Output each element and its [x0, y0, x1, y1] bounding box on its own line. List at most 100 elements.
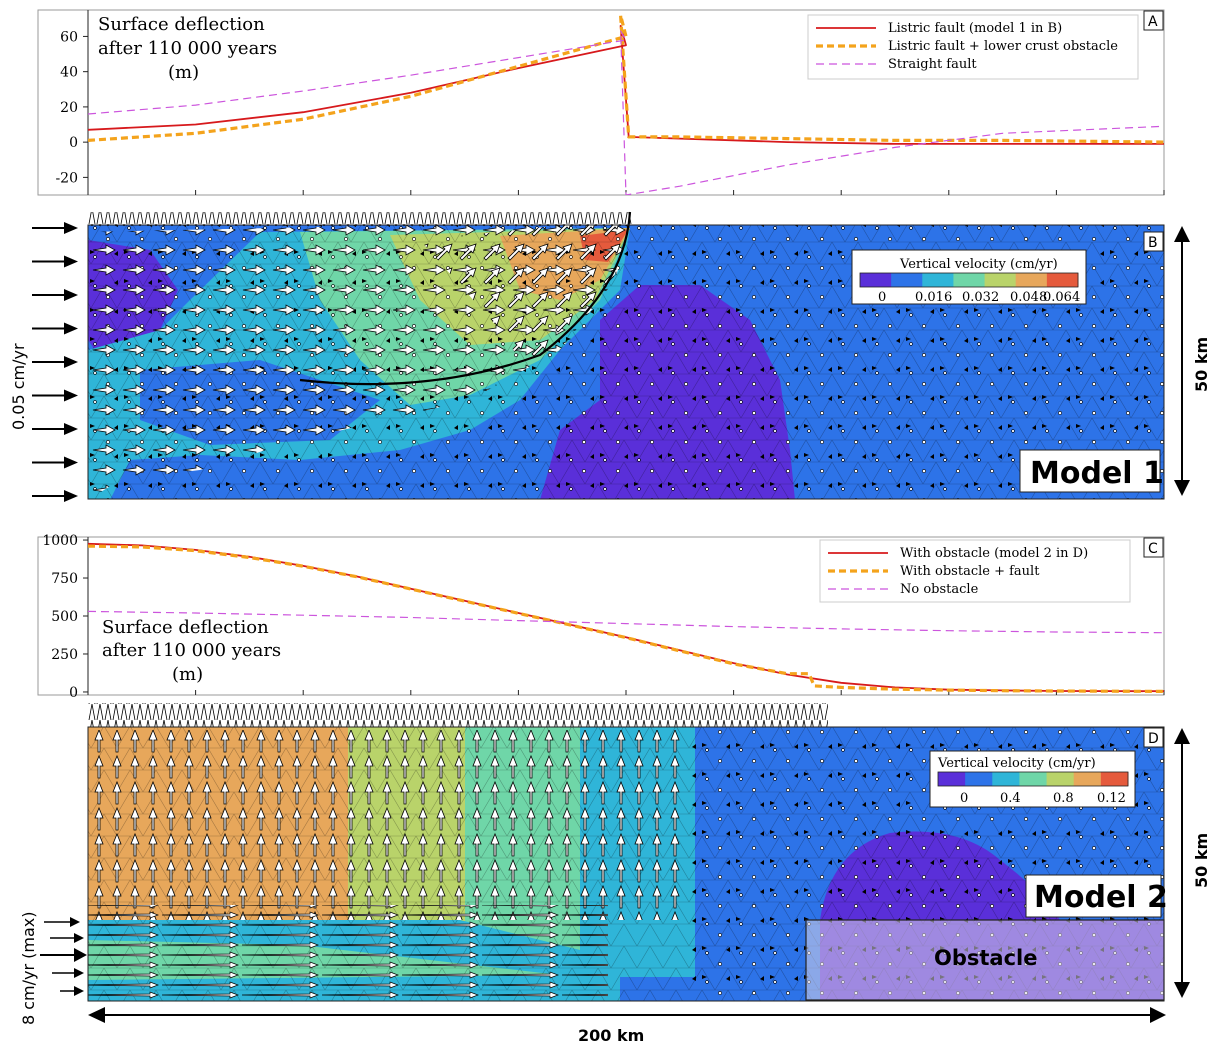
panel-a-series — [88, 13, 1164, 195]
panel-a-y-tick-label-1: 0 — [69, 135, 78, 151]
panel-c-y-tick-label-2: 500 — [51, 609, 78, 625]
panel-c: 0 250 500 750 1000 Surface deflection after … — [37, 533, 1165, 701]
panel-c-letter-box — [1143, 537, 1164, 558]
panel-b-colorbar-title: Vertical velocity (cm/yr) — [899, 257, 1058, 272]
panel-b-input-arrow-head-2 — [64, 289, 78, 301]
panel-d-colorbar-outline — [937, 771, 1129, 787]
panel-a-legend-label-0: Listric fault (model 1 in B) — [888, 21, 1062, 36]
panel-b-letter: B — [1148, 235, 1158, 251]
panel-c-legend-label-1: With obstacle + fault — [900, 564, 1040, 579]
panel-d-colorbar-swatch-3 — [1019, 772, 1048, 786]
panel-b-input-arrow-head-4 — [64, 356, 78, 368]
panel-b-letter-box — [1143, 231, 1164, 252]
panel-d-model-label-box — [1025, 874, 1162, 918]
panel-b-frame — [87, 224, 1165, 500]
panel-d-width-scale — [88, 1007, 1166, 1023]
panel-a-y-tick-label-2: 20 — [60, 100, 78, 116]
panel-a-series-line-1 — [88, 13, 1164, 144]
panel-b-model-label: Model 1 — [1030, 456, 1164, 491]
panel-d-top-spikes — [88, 703, 828, 727]
panel-c-legend-label-2: No obstacle — [900, 582, 979, 597]
panel-b-model-label-box — [1019, 449, 1161, 493]
panel-d-depth-scale — [1174, 728, 1190, 998]
panel-b-colorbar-tick-4: 0.064 — [1043, 290, 1080, 305]
panel-d-bottom-scale: 200 km — [578, 1026, 644, 1045]
panel-a-y-tick-label-0: -20 — [55, 170, 78, 186]
panel-b-colorbar-swatch-3 — [953, 273, 986, 287]
panel-b-colorbar-tick-1: 0.016 — [915, 290, 952, 305]
panel-b-colorbar-swatch-0 — [860, 273, 892, 287]
panel-b-input-arrow-head-1 — [64, 255, 78, 268]
panel-d-colorbar-swatch-4 — [1046, 772, 1075, 786]
panel-c-annotation-line-3: (m) — [172, 664, 203, 685]
panel-a: -20 0 20 40 60 Surface deflection after 110 … — [37, 9, 1165, 196]
panel-d-frame — [87, 726, 1165, 1002]
panel-b-colorbar-swatch-1 — [891, 273, 923, 287]
panel-d-colorbar-tick-1: 0.4 — [1000, 791, 1021, 806]
panel-a-annotation-line-3: (m) — [168, 62, 199, 83]
panel-d-colorbar-swatches — [937, 771, 1129, 787]
panel-d-model-label: Model 2 — [1034, 880, 1168, 915]
panel-c-y-tick-label-0: 0 — [69, 685, 78, 701]
panel-d-colorbar-swatch-0 — [938, 772, 966, 786]
panel-d: Obstacle D Vertical velocity (cm/yr) 0 0… — [19, 703, 1211, 1045]
panel-d-colorbar-swatch-5 — [1073, 772, 1102, 786]
panel-d-obstacle-label: Obstacle — [934, 946, 1037, 970]
panel-c-letter: C — [1148, 541, 1158, 557]
panel-a-legend-label-2: Straight fault — [888, 57, 977, 72]
panel-b-colorbar-outline — [859, 272, 1079, 288]
panel-d-long-arrows — [88, 905, 608, 1000]
panel-b-fault-trace — [299, 211, 632, 386]
panel-d-letter-box — [1143, 727, 1164, 748]
panel-b-colorbar-swatch-5 — [1015, 273, 1048, 287]
panel-c-y-tick-label-4: 1000 — [42, 533, 78, 549]
panel-b-input-arrow-head-3 — [64, 322, 78, 335]
panel-c-annotation-line-1: Surface deflection — [102, 617, 269, 638]
panel-c-series — [88, 542, 1164, 694]
panel-d-right-scale: 50 km — [1192, 833, 1211, 888]
panel-b-colorbar-swatch-2 — [922, 273, 954, 287]
panel-a-letter: A — [1148, 14, 1158, 30]
panel-d-colorbar-tick-0: 0 — [960, 791, 968, 806]
panel-d-input-arrows — [40, 917, 87, 996]
panel-c-y-ticks: 0 250 500 750 1000 — [42, 533, 88, 701]
panel-a-legend-label-1: Listric fault + lower crust obstacle — [888, 39, 1118, 54]
panel-c-series-line-2 — [88, 610, 1164, 634]
panel-d-colorbar-title: Vertical velocity (cm/yr) — [937, 756, 1096, 771]
panel-d-colorbar-tick-3: 0.12 — [1097, 791, 1126, 806]
panel-c-legend-label-0: With obstacle (model 2 in D) — [900, 546, 1088, 561]
panel-c-y-tick-label-1: 250 — [51, 647, 78, 663]
panel-d-letter: D — [1148, 731, 1159, 747]
panel-b-input-arrow-head-0 — [64, 222, 78, 234]
panel-c-legend-box — [819, 539, 1131, 603]
panel-b-input-arrow-head-8 — [64, 490, 78, 502]
panel-a-series-line-0 — [88, 24, 1164, 145]
panel-a-letter-box — [1143, 10, 1164, 31]
panel-d-colorbar: Vertical velocity (cm/yr) 0 0.4 0.8 0.12 — [929, 750, 1136, 808]
panel-d-obstacle-box — [805, 919, 1165, 1001]
panel-a-annotation-line-2: after 110 000 years — [98, 38, 277, 59]
panel-d-left-scale: 8 cm/yr (max) — [19, 911, 38, 1025]
panel-c-series-line-1 — [88, 544, 1164, 694]
panel-b-colorbar-swatches — [859, 272, 1079, 288]
panel-b-colorbar-tick-2: 0.032 — [962, 290, 999, 305]
panel-a-annotation-line-1: Surface deflection — [98, 14, 265, 35]
panel-a-series-line-2 — [88, 30, 1164, 195]
panel-b-fault-arrows — [420, 225, 630, 360]
panel-d-colorbar-swatch-1 — [965, 772, 993, 786]
panel-c-annotation-line-2: after 110 000 years — [102, 640, 281, 661]
panel-d-colorbar-swatch-6 — [1100, 772, 1129, 786]
panel-d-colorbar-tick-2: 0.8 — [1053, 791, 1074, 806]
panel-b-depth-scale — [1174, 226, 1190, 496]
panel-b: B Vertical velocity (cm/yr) 0 0.016 0.03… — [9, 211, 1211, 502]
panel-a-x-ticks — [87, 190, 1165, 195]
panel-c-legend: With obstacle (model 2 in D) With obstacl… — [819, 539, 1131, 603]
panel-d-up-arrows — [88, 730, 688, 920]
panel-b-input-arrow-head-6 — [64, 423, 78, 435]
panel-b-input-arrows — [32, 222, 78, 502]
panel-b-colorbar-tick-3: 0.048 — [1010, 290, 1047, 305]
panel-a-y-tick-label-4: 60 — [60, 29, 78, 45]
panel-a-y-ticks: -20 0 20 40 60 — [55, 29, 88, 186]
panel-b-top-spikes — [88, 212, 632, 226]
